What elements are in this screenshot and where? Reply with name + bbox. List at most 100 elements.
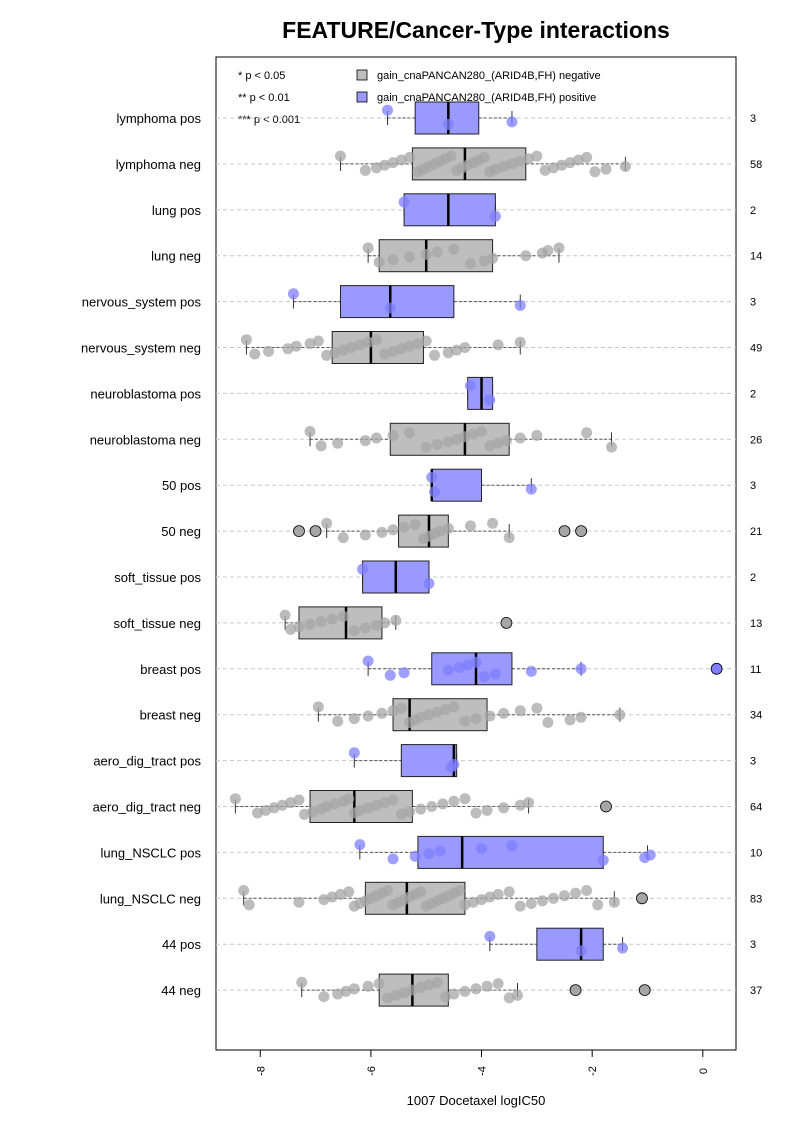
data-point	[420, 335, 432, 347]
box-layer	[298, 101, 604, 1007]
data-point	[354, 804, 366, 816]
data-point	[348, 983, 360, 995]
group-label: soft_tissue pos	[114, 570, 201, 585]
data-point	[420, 248, 432, 260]
group-label: aero_dig_tract pos	[93, 754, 201, 769]
data-point	[395, 702, 407, 714]
data-point	[442, 436, 454, 448]
data-point	[395, 154, 407, 166]
data-point	[514, 155, 526, 167]
group-count: 37	[750, 985, 762, 997]
data-point	[531, 702, 543, 714]
group-count: 3	[750, 939, 756, 951]
group-label: lung_NSCLC pos	[101, 845, 202, 860]
group-count: 3	[750, 756, 756, 768]
data-point	[279, 609, 291, 621]
data-point	[431, 246, 443, 258]
data-point	[304, 618, 316, 630]
legend-significance-1: * p < 0.05	[238, 70, 285, 82]
data-point	[581, 427, 593, 439]
data-point	[448, 759, 460, 770]
data-point	[506, 116, 518, 128]
data-point	[644, 849, 656, 861]
data-point	[440, 991, 452, 1003]
outlier-point	[569, 984, 582, 996]
group-label: 50 pos	[162, 478, 202, 493]
data-point	[434, 845, 446, 857]
label-layer: lymphoma pos 3 lymphoma neg 58 lung pos 2 lung…	[81, 111, 762, 998]
outlier-point	[638, 984, 651, 996]
data-point	[321, 349, 333, 361]
data-point	[542, 245, 554, 256]
data-point	[423, 578, 435, 589]
legend-series-positive: gain_cnaPANCAN280_(ARID4B,FH) positive	[377, 92, 596, 104]
data-point	[268, 802, 280, 814]
data-point	[492, 978, 504, 990]
group-count: 14	[750, 251, 762, 263]
data-point	[570, 887, 582, 899]
data-point	[376, 526, 388, 538]
data-point	[370, 432, 382, 444]
data-point	[467, 428, 479, 440]
group-count: 83	[750, 893, 762, 905]
data-point	[359, 164, 371, 176]
data-point	[404, 806, 416, 818]
data-point	[398, 521, 410, 533]
x-tick-label: -2	[587, 1066, 599, 1076]
data-point	[238, 885, 250, 896]
data-point	[464, 258, 476, 269]
data-point	[459, 342, 471, 353]
data-point	[462, 659, 474, 671]
legend: * p < 0.05 ** p < 0.01 *** p < 0.001 gai…	[238, 69, 601, 126]
data-point	[404, 151, 416, 163]
data-point	[409, 519, 421, 531]
data-point	[348, 625, 360, 637]
data-point	[359, 622, 371, 634]
data-point	[575, 945, 587, 957]
data-point	[362, 655, 374, 667]
data-point	[299, 808, 311, 820]
data-point	[442, 119, 454, 130]
data-point	[514, 900, 526, 912]
data-point	[597, 854, 609, 866]
data-point	[404, 340, 416, 352]
data-point	[453, 885, 465, 896]
data-point	[434, 525, 446, 537]
group-label: lung pos	[152, 203, 202, 218]
data-point	[459, 715, 471, 727]
data-point	[431, 439, 443, 450]
data-point	[619, 161, 631, 172]
outlier-point	[293, 525, 305, 537]
data-point	[370, 162, 382, 174]
data-point	[387, 345, 399, 357]
group-label: 50 neg	[161, 524, 201, 539]
data-point	[553, 242, 565, 254]
box	[536, 927, 604, 961]
data-point	[506, 158, 518, 170]
data-point	[362, 802, 374, 814]
data-point	[514, 300, 526, 311]
data-point	[263, 345, 275, 357]
data-point	[348, 747, 360, 759]
data-point	[337, 610, 349, 622]
group-count: 13	[750, 618, 762, 630]
data-point	[390, 989, 402, 1001]
group-label: 44 neg	[161, 983, 201, 998]
data-point	[525, 483, 537, 495]
data-point	[453, 662, 465, 673]
data-point	[326, 891, 338, 903]
data-point	[387, 429, 399, 441]
data-point	[357, 563, 369, 575]
data-point	[442, 347, 454, 359]
data-point	[290, 340, 302, 352]
data-point	[498, 802, 510, 814]
data-point	[398, 987, 410, 999]
group-count: 26	[750, 434, 762, 446]
data-point	[346, 342, 358, 353]
data-point	[359, 435, 371, 447]
data-point	[340, 985, 352, 997]
data-point	[514, 705, 526, 717]
data-point	[445, 150, 457, 162]
data-point	[589, 166, 601, 178]
